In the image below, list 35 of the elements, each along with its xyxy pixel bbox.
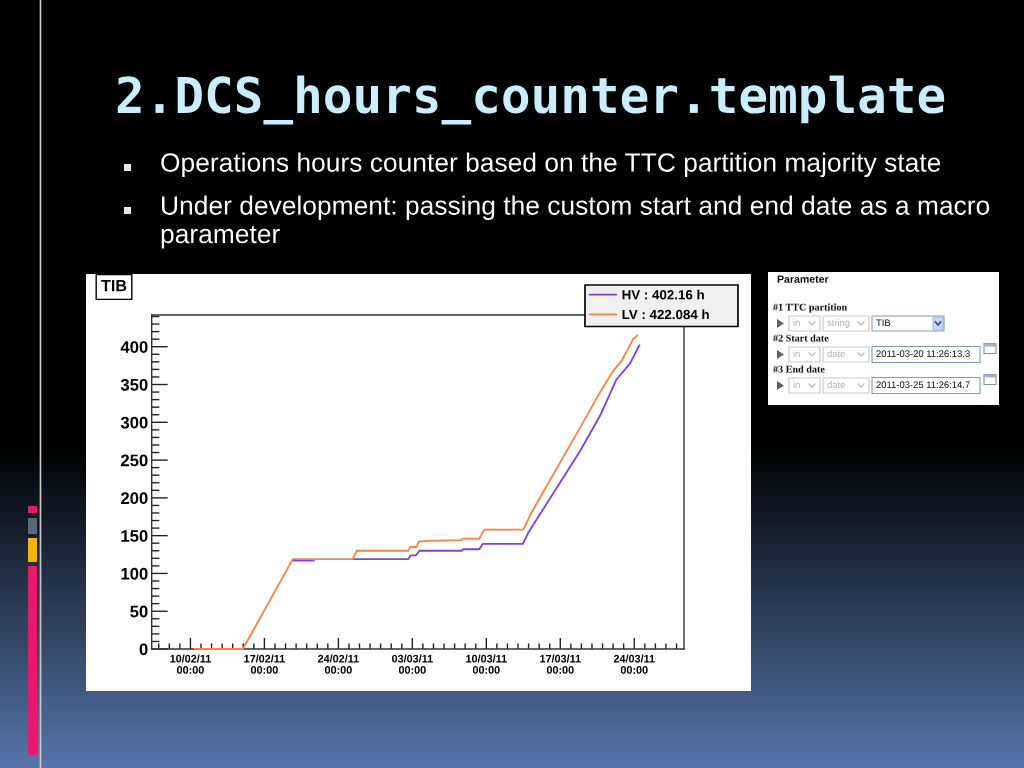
- y-tick-label: 350: [120, 378, 148, 391]
- text: in: [793, 381, 800, 388]
- text: 2011-03-20 11:26:13.3: [876, 350, 970, 358]
- text: TIB: [876, 319, 891, 326]
- text: #3 End date: [773, 365, 825, 373]
- x-tick-label: 24/02/11 00:00: [317, 654, 359, 674]
- y-tick-label: 400: [120, 341, 148, 353]
- x-tick-label: 10/02/11 00:00: [170, 654, 211, 674]
- text: date: [827, 350, 845, 358]
- y-tick-label: 300: [120, 416, 148, 429]
- x-tick-label: 03/03/11 00:00: [391, 654, 433, 674]
- text: date: [827, 381, 845, 389]
- text: #1 TTC partition: [773, 303, 848, 313]
- text: Under development: passing the custom start and end date as a macro parameter: [161, 195, 990, 249]
- y-tick-label: 100: [121, 567, 148, 580]
- text: string: [827, 319, 850, 328]
- y-tick-label: 200: [121, 492, 148, 505]
- text: Operations hours counter based on the TTC partition majority state: [161, 152, 941, 178]
- y-tick-label: 0: [139, 643, 148, 656]
- x-tick-label: 10/03/11 00:00: [466, 654, 507, 674]
- y-tick-label: 250: [121, 454, 148, 467]
- text: in: [793, 319, 800, 326]
- text: Parameter: [777, 275, 829, 283]
- text: in: [793, 350, 800, 357]
- legend-label: LV : 422.084 h: [622, 309, 709, 320]
- text: #2 Start date: [773, 334, 829, 342]
- y-tick-label: 50: [130, 605, 148, 618]
- text: 2011-03-25 11:26:14.7: [876, 381, 970, 389]
- x-tick-label: 17/03/11 00:00: [540, 654, 581, 674]
- y-tick-label: 150: [121, 530, 148, 542]
- text: 2.DCS_hours_counter.template: [117, 75, 945, 125]
- x-tick-label: 24/03/11 00:00: [613, 654, 655, 674]
- legend-label: HV : 402.16 h: [622, 289, 704, 300]
- chart-title: TIB: [101, 280, 127, 292]
- x-tick-label: 17/02/11 00:00: [244, 654, 285, 674]
